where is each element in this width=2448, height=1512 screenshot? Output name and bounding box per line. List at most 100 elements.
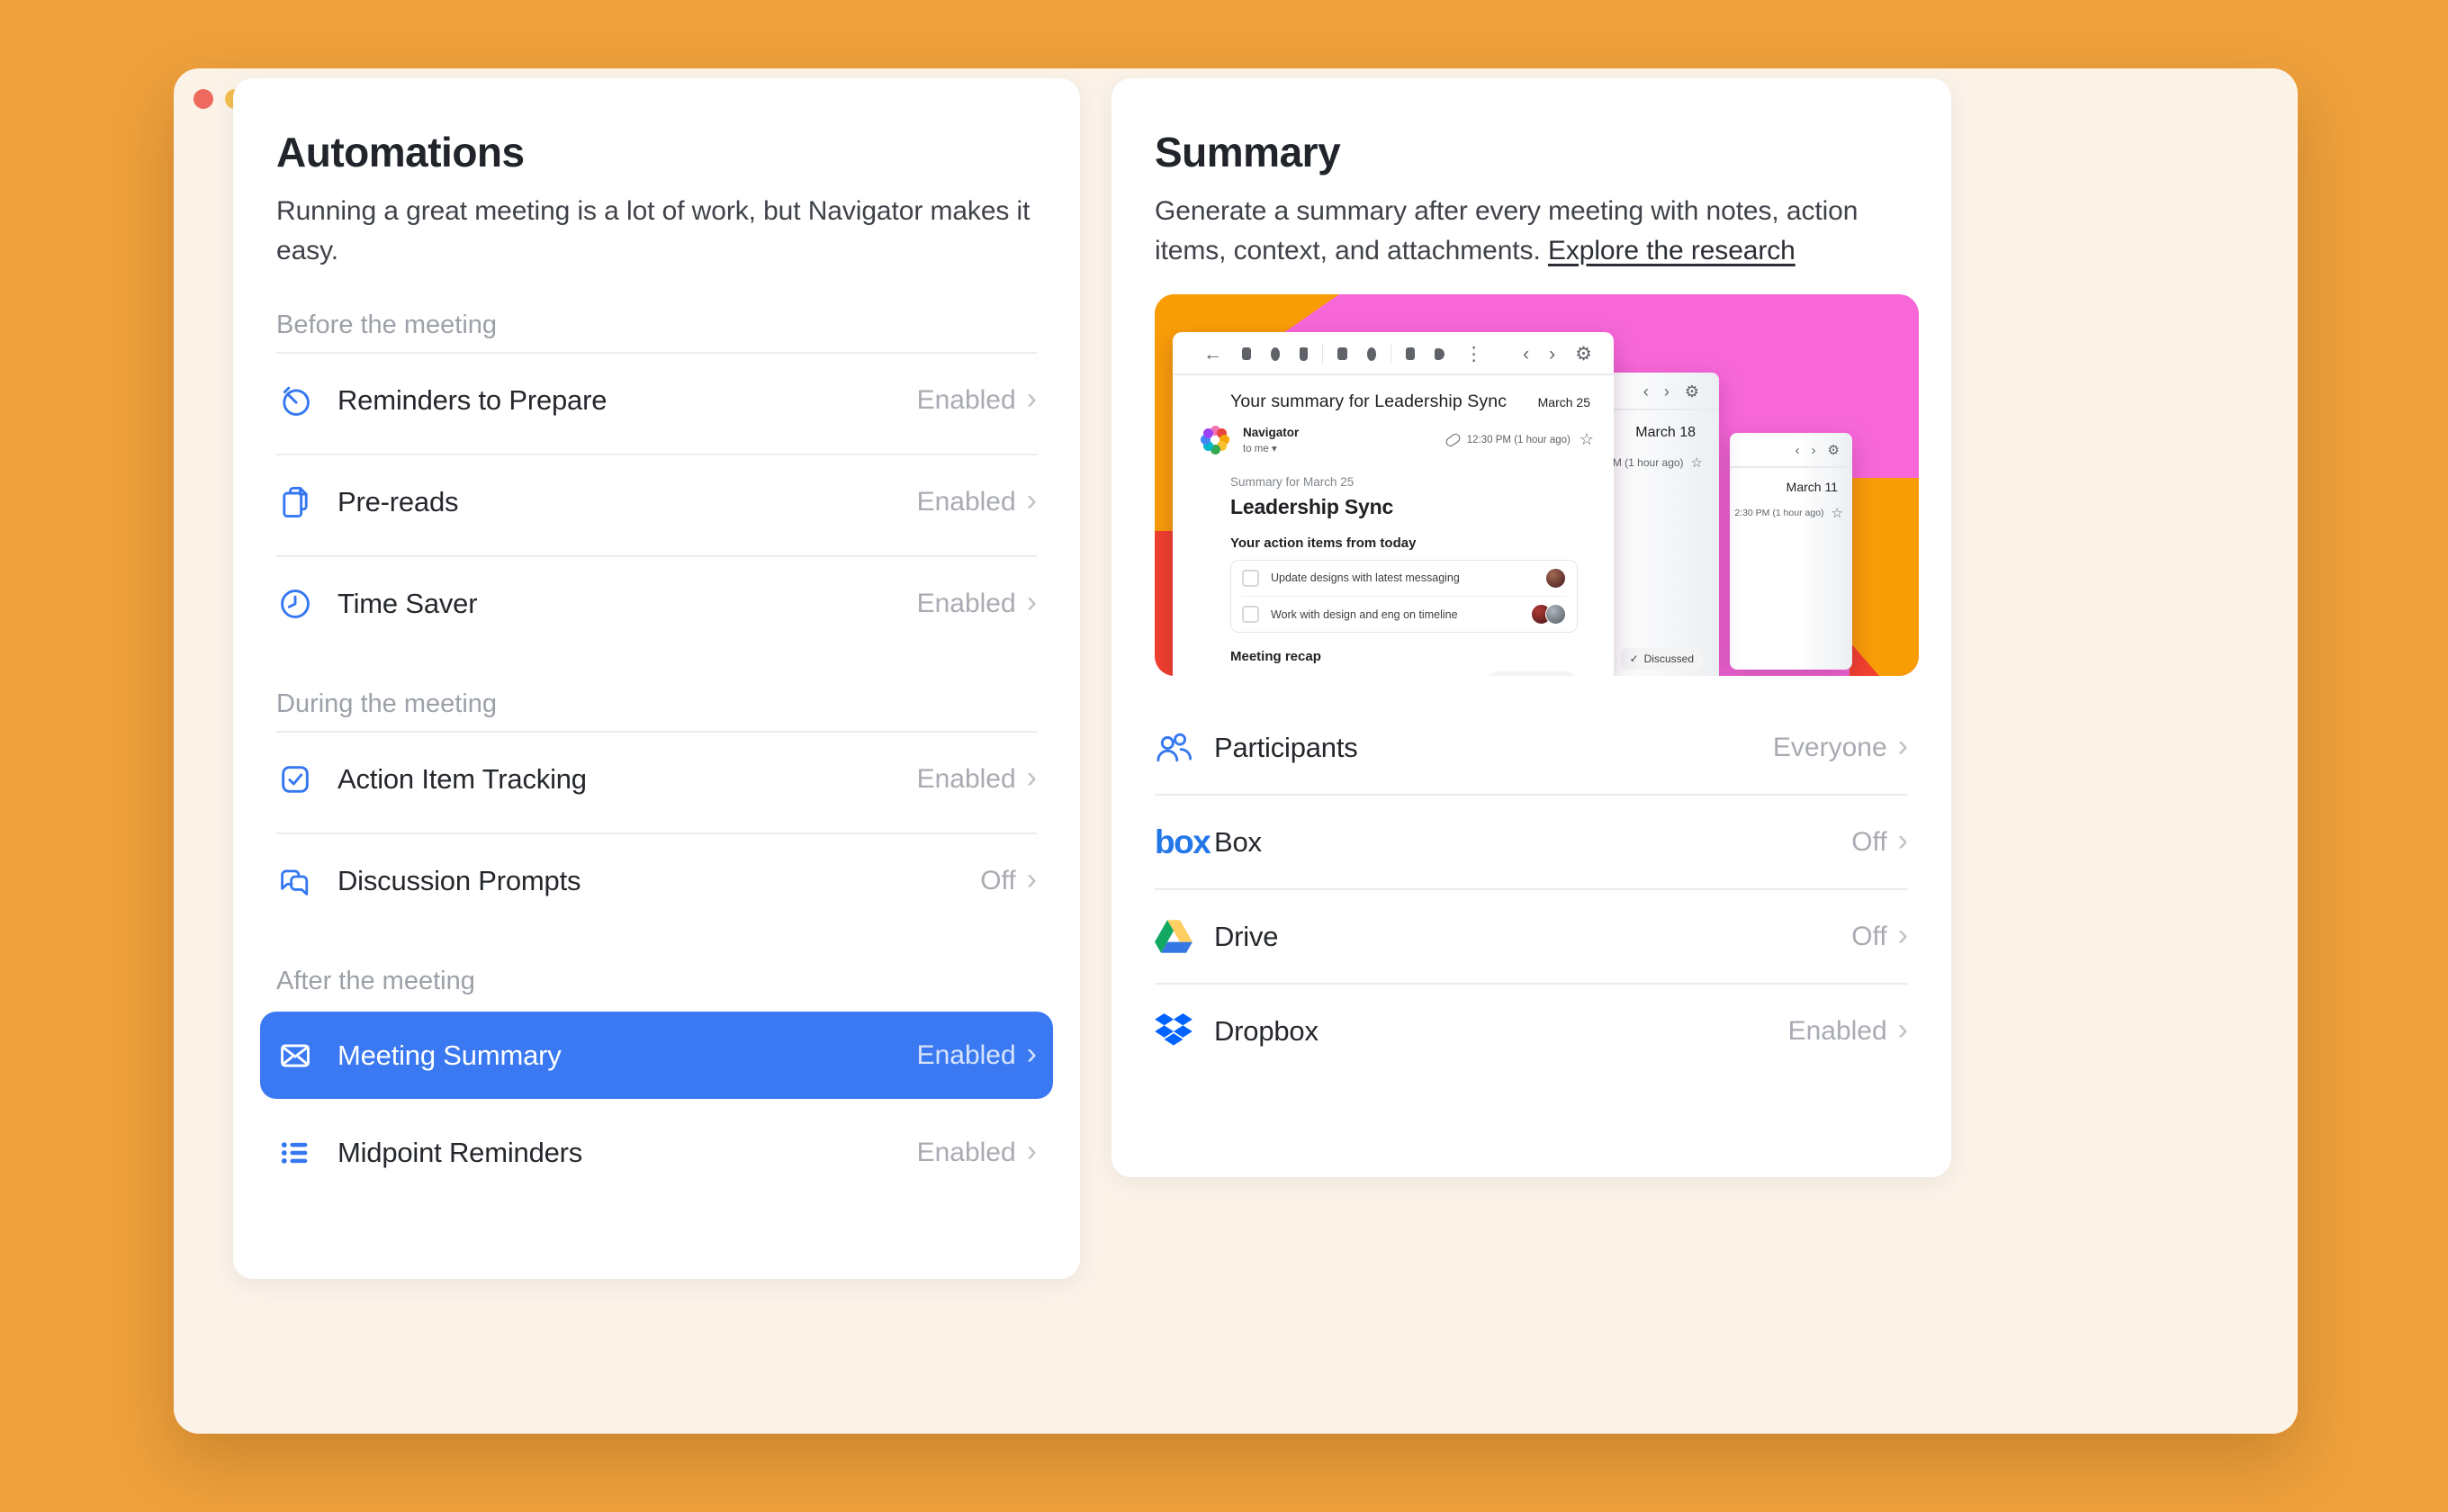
row-value: Enabled bbox=[916, 588, 1016, 618]
row-label: Action Item Tracking bbox=[338, 762, 587, 795]
checkbox bbox=[1242, 606, 1259, 623]
email-toolbar: ‹ › ⚙ bbox=[1438, 373, 1719, 409]
star-icon: ☆ bbox=[1690, 454, 1703, 471]
automations-card: Automations Running a great meeting is a… bbox=[233, 78, 1080, 1279]
sender-name: Navigator bbox=[1243, 425, 1300, 439]
summary-illustration: ‹ › ⚙ March 11 2:30 PM (1 hour ago) ☆ ‹ … bbox=[1155, 294, 1919, 676]
action-item-text: Work with design and eng on timeline bbox=[1271, 608, 1458, 621]
discussed-badge: ✓ Discussed bbox=[1485, 671, 1578, 676]
email-sender-row: Navigator to me ▾ 12:30 PM (1 hour ago) … bbox=[1173, 412, 1614, 455]
automations-description: Running a great meeting is a lot of work… bbox=[276, 196, 1030, 266]
email-date: March 25 bbox=[1537, 394, 1590, 410]
section-before-meeting: Before the meeting bbox=[276, 310, 498, 339]
explore-research-link[interactable]: Explore the research bbox=[1547, 236, 1796, 266]
chevron-right-icon: › bbox=[1897, 823, 1908, 858]
email-date: March 18 bbox=[1635, 424, 1696, 440]
archive-icon bbox=[1242, 347, 1252, 360]
row-value: Enabled bbox=[916, 384, 1016, 415]
checkbox bbox=[1242, 569, 1259, 587]
email-subject: Your summary for Leadership Sync bbox=[1230, 391, 1508, 411]
row-dropbox[interactable]: Dropbox Enabled › bbox=[1155, 985, 1908, 1077]
section-during-meeting: During the meeting bbox=[276, 689, 498, 718]
participants-icon bbox=[1155, 730, 1214, 766]
chevron-right-icon: › bbox=[1897, 1012, 1908, 1047]
row-label: Meeting Summary bbox=[338, 1039, 562, 1071]
delete-icon bbox=[1300, 346, 1309, 361]
older-email-icon: › bbox=[1811, 443, 1816, 458]
summary-card: Summary Generate a summary after every m… bbox=[1112, 78, 1951, 1177]
newer-email-icon: ‹ bbox=[1523, 343, 1530, 364]
email-preview-march-11: ‹ › ⚙ March 11 2:30 PM (1 hour ago) ☆ bbox=[1730, 433, 1852, 670]
row-label: Participants bbox=[1214, 731, 1358, 763]
row-label: Pre-reads bbox=[338, 485, 459, 518]
sender-info: Navigator to me ▾ bbox=[1243, 426, 1299, 454]
row-reminders-to-prepare[interactable]: Reminders to Prepare Enabled › bbox=[276, 354, 1037, 446]
assignee-avatars bbox=[1531, 604, 1566, 625]
row-participants[interactable]: Participants Everyone › bbox=[1155, 701, 1908, 794]
chevron-right-icon: › bbox=[1026, 1036, 1037, 1071]
row-box[interactable]: box Box Off › bbox=[1155, 796, 1908, 888]
summary-description: Generate a summary after every meeting w… bbox=[1155, 192, 1908, 271]
toolbar-separator bbox=[1322, 344, 1324, 364]
older-email-icon: › bbox=[1663, 382, 1670, 400]
settings-gear-icon: ⚙ bbox=[1575, 343, 1592, 364]
check-icon: ✓ bbox=[1629, 652, 1639, 665]
newer-email-icon: ‹ bbox=[1795, 443, 1800, 458]
action-item-text: Update designs with latest messaging bbox=[1271, 572, 1460, 584]
discussed-badge: ✓ Discussed bbox=[1620, 648, 1703, 670]
automations-title: Automations bbox=[276, 129, 525, 176]
divider bbox=[1730, 466, 1852, 468]
divider bbox=[1155, 888, 1908, 890]
divider bbox=[276, 454, 1037, 455]
pages-icon bbox=[276, 484, 314, 520]
close-button[interactable] bbox=[194, 89, 213, 109]
row-action-item-tracking[interactable]: Action Item Tracking Enabled › bbox=[276, 733, 1037, 825]
move-to-icon bbox=[1406, 347, 1416, 360]
row-label: Midpoint Reminders bbox=[338, 1136, 583, 1168]
chevron-right-icon: › bbox=[1026, 1133, 1037, 1168]
row-label: Dropbox bbox=[1214, 1014, 1318, 1047]
clock-icon bbox=[276, 586, 314, 622]
row-value: Enabled bbox=[916, 763, 1016, 794]
row-discussion-prompts[interactable]: Discussion Prompts Off › bbox=[276, 834, 1037, 927]
checkbox-icon bbox=[276, 761, 314, 797]
divider bbox=[1155, 983, 1908, 985]
row-time-saver[interactable]: Time Saver Enabled › bbox=[276, 557, 1037, 650]
more-icon: ⋮ bbox=[1464, 343, 1484, 364]
report-spam-icon bbox=[1271, 346, 1281, 361]
box-logo: box bbox=[1155, 824, 1211, 860]
newer-email-icon: ‹ bbox=[1642, 382, 1649, 400]
label-icon bbox=[1435, 347, 1445, 360]
divider bbox=[1240, 595, 1568, 597]
avatar bbox=[1545, 604, 1566, 625]
row-meeting-summary-selected[interactable]: Meeting Summary Enabled › bbox=[260, 1012, 1053, 1099]
row-drive[interactable]: Drive Off › bbox=[1155, 890, 1908, 983]
section-after-meeting: After the meeting bbox=[276, 967, 475, 995]
star-icon: ☆ bbox=[1579, 430, 1594, 448]
email-meta: 12:30 PM (1 hour ago) ☆ bbox=[1444, 430, 1594, 449]
navigator-logo bbox=[1200, 425, 1230, 455]
action-item: Work with design and eng on timeline bbox=[1231, 597, 1577, 632]
row-pre-reads[interactable]: Pre-reads Enabled › bbox=[276, 455, 1037, 548]
settings-gear-icon: ⚙ bbox=[1684, 382, 1699, 400]
row-value: Everyone bbox=[1772, 732, 1887, 762]
action-items-card: Update designs with latest messaging Wor… bbox=[1230, 559, 1578, 633]
avatar bbox=[1545, 567, 1566, 589]
row-value: Off bbox=[980, 865, 1016, 896]
recap-title: Meeting recap bbox=[1230, 649, 1321, 664]
email-time: 12:30 PM (1 hour ago) bbox=[1466, 434, 1570, 446]
to-label: to me bbox=[1243, 443, 1269, 454]
list-icon bbox=[276, 1135, 314, 1171]
row-midpoint-reminders[interactable]: Midpoint Reminders Enabled › bbox=[276, 1106, 1037, 1199]
chevron-right-icon: › bbox=[1026, 584, 1037, 619]
email-time: 2:30 PM (1 hour ago) bbox=[1734, 507, 1824, 518]
row-value: Enabled bbox=[1787, 1015, 1887, 1046]
divider bbox=[1173, 374, 1614, 375]
chevron-right-icon: › bbox=[1026, 861, 1037, 896]
assignee-avatars bbox=[1545, 567, 1566, 589]
drive-logo bbox=[1155, 920, 1214, 953]
email-heading: Leadership Sync bbox=[1230, 494, 1394, 518]
row-label: Box bbox=[1214, 825, 1262, 858]
chevron-right-icon: › bbox=[1897, 728, 1908, 763]
dropbox-logo bbox=[1155, 1013, 1214, 1048]
